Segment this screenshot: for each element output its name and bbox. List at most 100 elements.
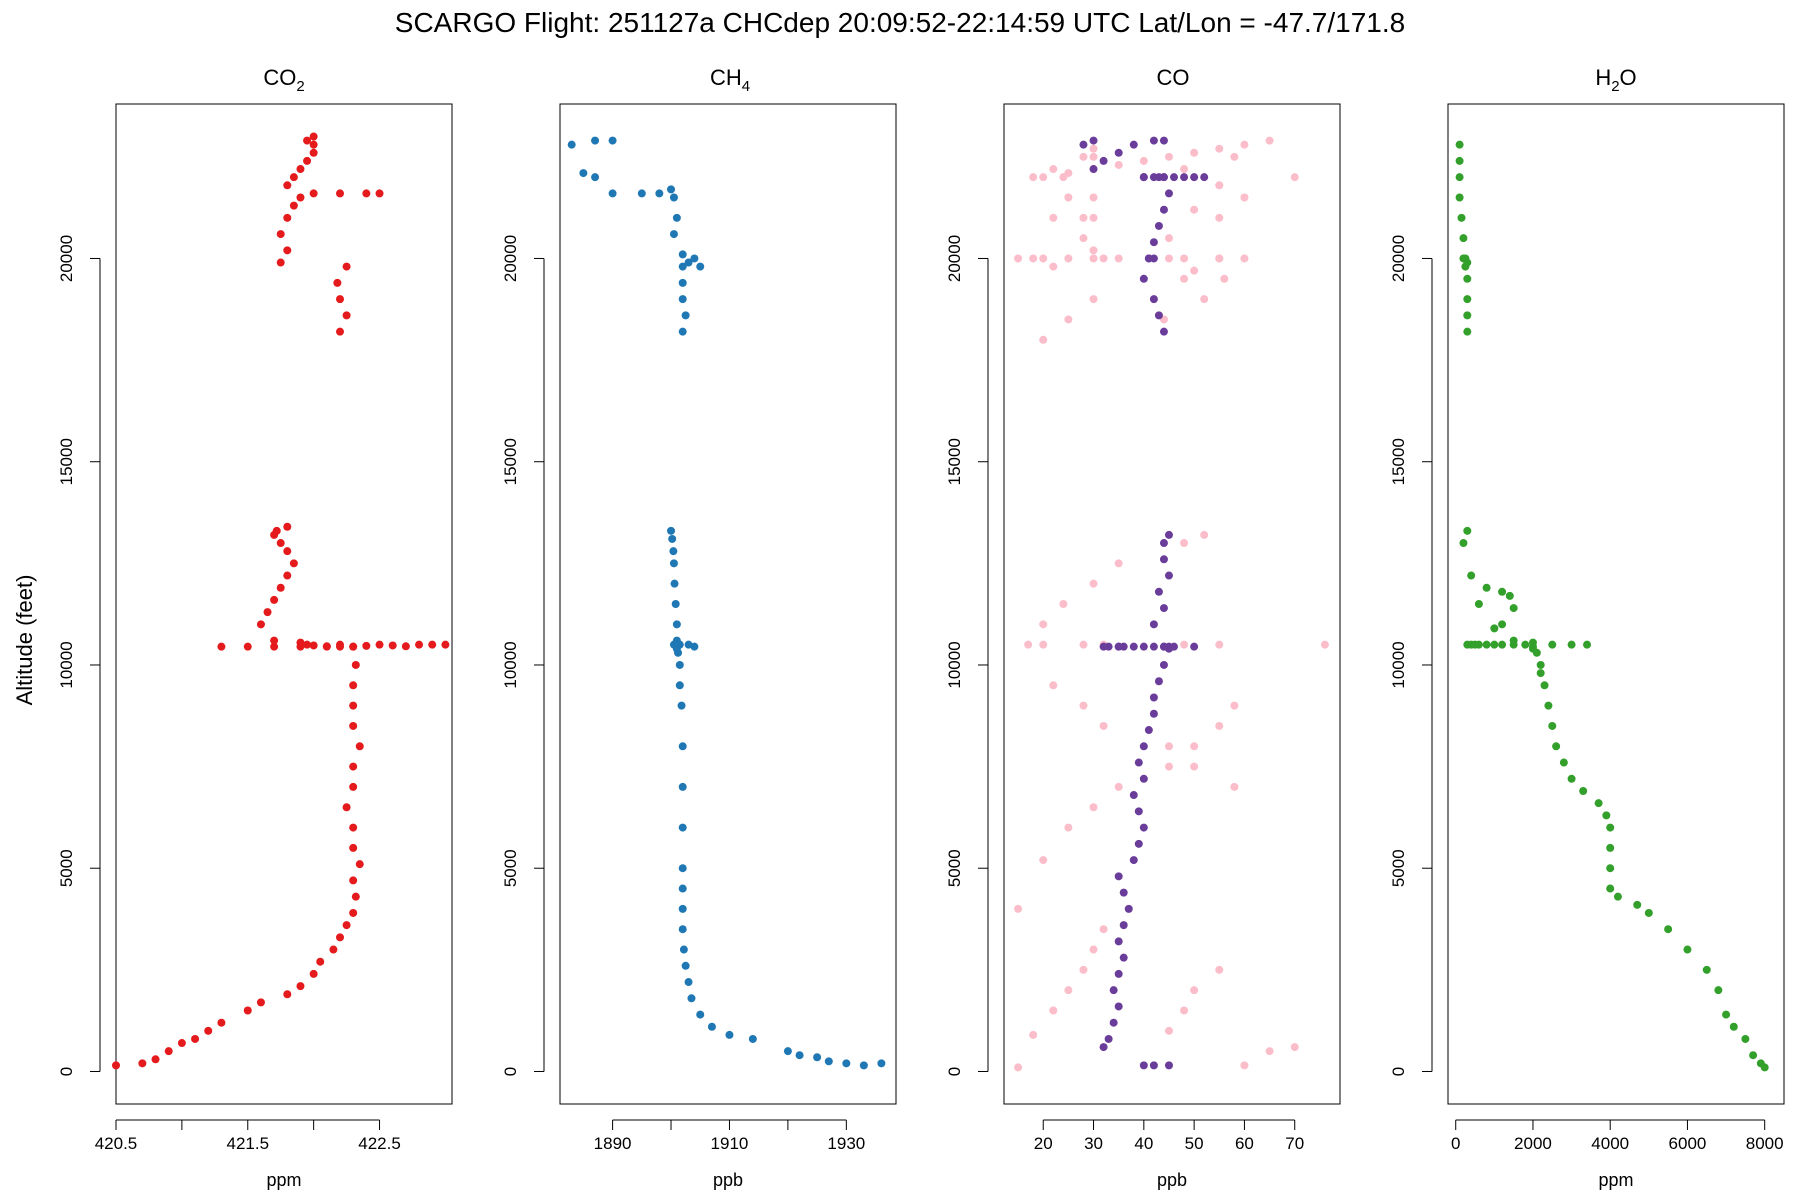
y-tick-label: 5000 <box>945 849 964 887</box>
data-point <box>1064 193 1073 202</box>
data-point <box>289 201 298 210</box>
data-point <box>362 641 371 650</box>
panel-title-main: CH <box>710 65 742 90</box>
data-point <box>355 742 364 751</box>
data-point <box>1149 693 1158 702</box>
data-point <box>1059 600 1068 608</box>
data-point <box>672 213 681 222</box>
data-point <box>1164 571 1173 580</box>
data-point <box>309 189 318 198</box>
data-point <box>1215 144 1224 153</box>
data-point <box>678 278 687 287</box>
data-point <box>256 998 265 1007</box>
x-tick-label: 422.5 <box>358 1134 401 1153</box>
data-point <box>351 892 360 901</box>
data-point <box>1749 1051 1758 1060</box>
y-tick-label: 15000 <box>57 438 76 485</box>
x-axis-label: ppm <box>1598 1170 1633 1190</box>
data-point <box>1149 620 1158 629</box>
data-point <box>1089 165 1098 174</box>
data-point <box>1064 823 1073 832</box>
data-point <box>1079 640 1088 649</box>
x-axis-label: ppm <box>266 1170 301 1190</box>
data-point <box>1482 640 1491 649</box>
data-point <box>1457 213 1466 222</box>
data-point <box>296 165 305 174</box>
data-point <box>672 620 681 629</box>
data-point <box>696 1010 705 1019</box>
data-point <box>1114 969 1123 978</box>
data-point <box>1164 742 1173 751</box>
data-point <box>567 140 576 149</box>
data-point <box>1467 571 1476 580</box>
data-point <box>608 136 617 145</box>
data-point <box>309 132 318 141</box>
data-point <box>1240 193 1249 202</box>
data-point <box>1114 1002 1123 1011</box>
data-point <box>1119 953 1128 962</box>
data-point <box>748 1034 757 1043</box>
data-series <box>1455 140 1769 1072</box>
data-point <box>669 193 678 202</box>
data-point <box>1014 1063 1023 1072</box>
data-point <box>1230 782 1239 791</box>
data-point <box>1049 165 1058 174</box>
data-point <box>1265 1047 1274 1056</box>
data-point <box>1099 1043 1108 1052</box>
data-point <box>349 681 358 690</box>
panel-title: CH4 <box>710 65 750 95</box>
data-point <box>1180 640 1189 649</box>
data-point <box>1729 1022 1738 1031</box>
data-point <box>667 185 676 194</box>
data-point <box>678 823 687 832</box>
data-point <box>191 1034 200 1043</box>
data-point <box>1606 843 1615 852</box>
y-tick-label: 10000 <box>1389 641 1408 688</box>
data-point <box>783 1047 792 1056</box>
data-point <box>349 762 358 771</box>
data-point <box>795 1051 804 1060</box>
x-tick-label: 1890 <box>594 1134 632 1153</box>
data-point <box>283 246 292 255</box>
data-point <box>1455 156 1464 165</box>
data-point <box>1215 254 1224 263</box>
data-point <box>1170 173 1179 182</box>
data-point <box>1139 1061 1148 1070</box>
data-point <box>441 640 450 649</box>
data-point <box>1114 160 1123 169</box>
data-point <box>309 641 318 650</box>
data-point <box>668 534 677 543</box>
data-point <box>1509 604 1518 613</box>
data-point <box>1089 193 1098 202</box>
x-tick-label: 30 <box>1084 1134 1103 1153</box>
data-point <box>1536 660 1545 669</box>
data-point <box>1559 758 1568 767</box>
data-point <box>690 642 699 651</box>
x-tick-label: 421.5 <box>226 1134 269 1153</box>
data-point <box>1064 254 1073 263</box>
data-point <box>349 876 358 885</box>
y-tick-label: 0 <box>57 1067 76 1076</box>
data-point <box>679 945 688 954</box>
data-point <box>351 660 360 669</box>
x-tick-label: 420.5 <box>95 1134 138 1153</box>
data-point <box>1159 173 1168 182</box>
data-point <box>177 1039 186 1048</box>
plot-frame <box>1447 103 1785 1105</box>
data-series <box>1014 136 1329 1072</box>
data-point <box>1089 945 1098 954</box>
data-point <box>1024 640 1033 649</box>
data-point <box>1606 884 1615 893</box>
main-title: SCARGO Flight: 251127a CHCdep 20:09:52-2… <box>395 7 1405 38</box>
y-tick-label: 10000 <box>501 641 520 688</box>
data-point <box>677 701 686 710</box>
data-point <box>1290 173 1299 182</box>
y-tick-label: 20000 <box>57 235 76 282</box>
data-point <box>1474 600 1483 608</box>
data-point <box>1180 165 1189 174</box>
data-point <box>1180 539 1189 548</box>
panel-co: CO 20 30 40 50 60 70 ppb 0 5000 10000 15000 20000 <box>945 65 1341 1190</box>
data-point <box>151 1055 160 1064</box>
data-point <box>1089 254 1098 263</box>
data-point <box>1144 726 1153 735</box>
